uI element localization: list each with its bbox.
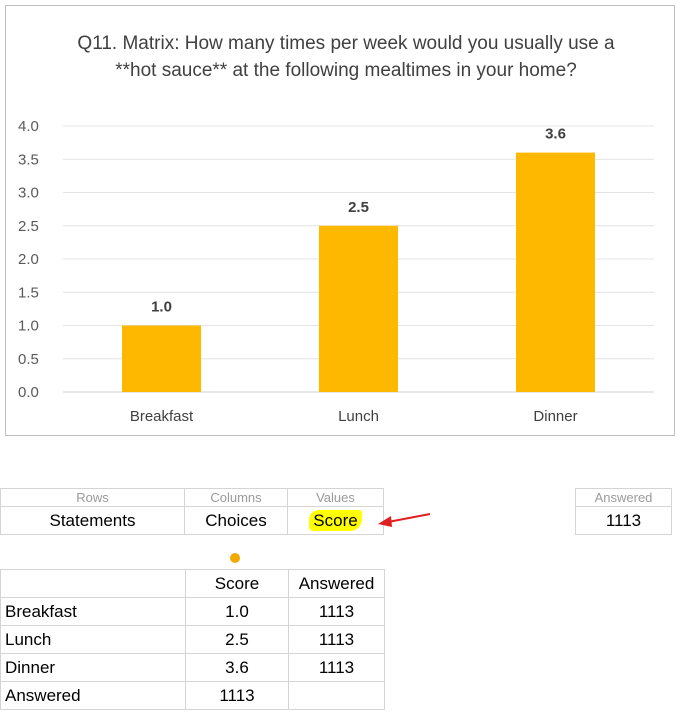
answered-cell: 1113 bbox=[288, 625, 385, 654]
data-label: 2.5 bbox=[348, 199, 369, 216]
bar bbox=[516, 152, 595, 392]
y-tick-label: 1.0 bbox=[18, 318, 39, 335]
values-value-cell: Score bbox=[287, 506, 384, 535]
answered-value: 1113 bbox=[575, 506, 672, 535]
columns-header: Columns bbox=[184, 488, 288, 507]
table-row: Dinner 3.6 1113 bbox=[0, 653, 385, 682]
marker-dot bbox=[230, 553, 240, 563]
table-header-cell: Answered bbox=[288, 569, 385, 598]
y-tick-label: 3.5 bbox=[18, 151, 39, 168]
values-header: Values bbox=[287, 488, 384, 507]
row-label: Lunch bbox=[0, 625, 186, 654]
red-arrow-icon bbox=[378, 513, 431, 527]
bar bbox=[319, 225, 398, 392]
chart-area: Q11. Matrix: How many times per week wou… bbox=[5, 5, 675, 436]
bar-chart: 0.0 0.5 1.0 1.5 2.0 2.5 3.0 3.5 4.0 1.0 Breakfast 2… bbox=[18, 118, 654, 425]
row-label: Breakfast bbox=[0, 597, 186, 626]
table-header-cell: Score bbox=[185, 569, 289, 598]
table-row: Lunch 2.5 1113 bbox=[0, 625, 385, 654]
table-row: Answered 1113 bbox=[0, 681, 385, 710]
chart-title: Q11. Matrix: How many times per week wou… bbox=[77, 33, 615, 81]
table-row: Breakfast 1.0 1113 bbox=[0, 597, 385, 626]
y-tick-label: 4.0 bbox=[18, 118, 39, 135]
x-tick-label: Lunch bbox=[338, 408, 379, 425]
answered-cell: 1113 bbox=[288, 597, 385, 626]
answered-cell bbox=[288, 681, 385, 710]
y-tick-label: 1.5 bbox=[18, 284, 39, 301]
score-cell: 3.6 bbox=[185, 653, 289, 682]
row-label: Dinner bbox=[0, 653, 186, 682]
score-cell: 1113 bbox=[185, 681, 289, 710]
y-tick-label: 0.5 bbox=[18, 351, 39, 368]
row-label: Answered bbox=[0, 681, 186, 710]
y-tick-label: 0.0 bbox=[18, 384, 39, 401]
score-cell: 1.0 bbox=[185, 597, 289, 626]
bar bbox=[122, 325, 201, 392]
table-header-cell bbox=[0, 569, 186, 598]
y-tick-label: 3.0 bbox=[18, 185, 39, 202]
data-label: 3.6 bbox=[545, 126, 566, 143]
answered-cell: 1113 bbox=[288, 653, 385, 682]
x-tick-label: Dinner bbox=[533, 408, 577, 425]
y-tick-label: 2.0 bbox=[18, 251, 39, 268]
rows-value: Statements bbox=[0, 506, 185, 535]
table-header-row: Score Answered bbox=[0, 569, 385, 598]
y-tick-label: 2.5 bbox=[18, 218, 39, 235]
score-table: Score Answered Breakfast 1.0 1113 Lunch … bbox=[0, 569, 385, 710]
values-value: Score bbox=[309, 510, 362, 531]
rows-header: Rows bbox=[0, 488, 185, 507]
answered-header: Answered bbox=[575, 488, 672, 507]
columns-value: Choices bbox=[184, 506, 288, 535]
score-cell: 2.5 bbox=[185, 625, 289, 654]
data-label: 1.0 bbox=[151, 299, 172, 316]
x-tick-label: Breakfast bbox=[130, 408, 194, 425]
